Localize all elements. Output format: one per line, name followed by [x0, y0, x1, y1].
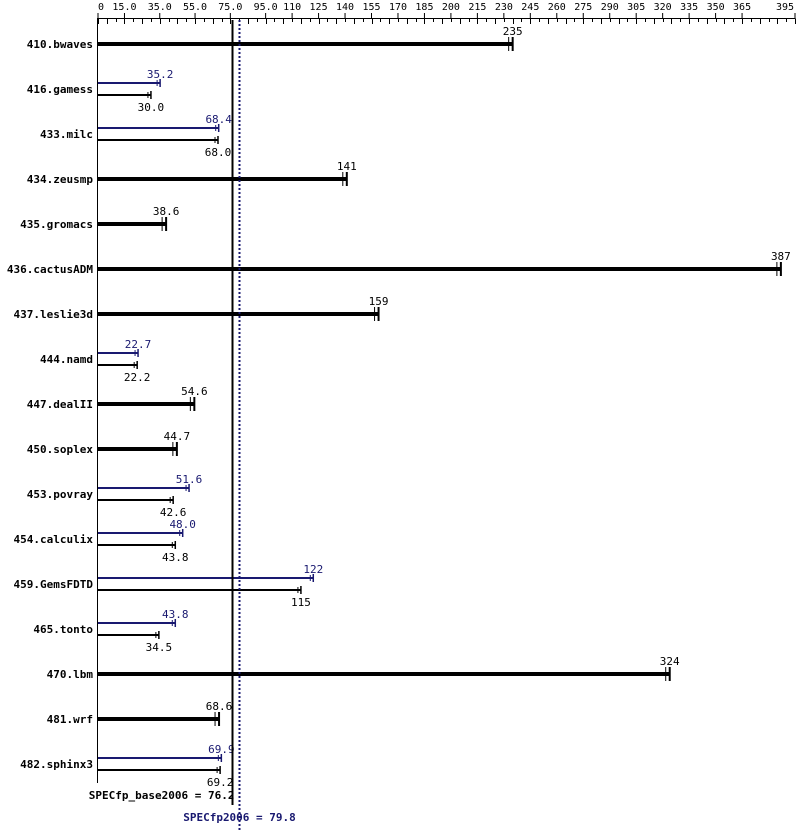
x-tick-label: 110 — [283, 2, 301, 13]
x-tick-label: 290 — [601, 2, 619, 13]
benchmark-name: 437.leslie3d — [14, 308, 93, 321]
base-bar — [98, 672, 670, 676]
base-value-label: 159 — [369, 295, 389, 308]
x-tick-label: 245 — [521, 2, 539, 13]
base-bar — [98, 222, 167, 226]
x-tick-label: 35.0 — [148, 2, 172, 13]
x-tick-label: 365 — [733, 2, 751, 13]
peak-mean-label: SPECfp2006 = 79.8 — [183, 811, 296, 824]
benchmark-row: 454.calculix 48.0 43.8 — [14, 518, 196, 564]
benchmark-name: 444.namd — [40, 353, 93, 366]
peak-value-label: 68.4 — [205, 113, 232, 126]
benchmark-name: 434.zeusmp — [27, 173, 94, 186]
base-value-label: 42.6 — [160, 506, 187, 519]
x-tick-label: 215 — [468, 2, 486, 13]
x-tick-label: 230 — [495, 2, 513, 13]
benchmark-row: 416.gamess 35.2 30.0 — [27, 68, 174, 114]
benchmark-row: 435.gromacs 38.6 — [20, 205, 179, 231]
base-bar — [98, 312, 379, 316]
benchmark-row: 465.tonto 43.8 34.5 — [33, 608, 188, 654]
benchmark-row: 410.bwaves 235 — [27, 25, 523, 51]
base-value-label: 324 — [660, 655, 680, 668]
benchmark-row: 434.zeusmp 141 — [27, 160, 357, 186]
base-value-label: 38.6 — [153, 205, 180, 218]
benchmark-name: 447.dealII — [27, 398, 93, 411]
x-tick-label: 75.0 — [218, 2, 242, 13]
x-tick-label: 155 — [362, 2, 380, 13]
base-value-label: 235 — [503, 25, 523, 38]
benchmark-row: 482.sphinx3 69.9 69.2 — [20, 743, 234, 789]
benchmark-name: 454.calculix — [14, 533, 94, 546]
peak-value-label: 51.6 — [176, 473, 203, 486]
base-value-label: 43.8 — [162, 551, 189, 564]
base-value-label: 54.6 — [181, 385, 208, 398]
base-bar — [98, 42, 513, 46]
base-value-label: 44.7 — [164, 430, 191, 443]
base-bar — [98, 402, 195, 406]
benchmark-name: 459.GemsFDTD — [14, 578, 94, 591]
benchmark-row: 433.milc 68.4 68.0 — [40, 113, 232, 159]
x-tick-label: 140 — [336, 2, 354, 13]
benchmark-row: 436.cactusADM 387 — [7, 250, 791, 276]
benchmark-name: 435.gromacs — [20, 218, 93, 231]
x-tick-label: 275 — [574, 2, 592, 13]
x-tick-label: 200 — [442, 2, 460, 13]
x-tick-label: 95.0 — [254, 2, 278, 13]
x-tick-label: 0 — [98, 2, 104, 13]
base-value-label: 68.6 — [206, 700, 233, 713]
benchmark-row: 453.povray 51.6 42.6 — [27, 473, 203, 519]
benchmark-name: 465.tonto — [33, 623, 93, 636]
base-bar — [98, 717, 220, 721]
benchmark-name: 450.soplex — [27, 443, 94, 456]
benchmark-name: 453.povray — [27, 488, 94, 501]
x-tick-label: 305 — [627, 2, 645, 13]
peak-value-label: 43.8 — [162, 608, 189, 621]
base-value-label: 30.0 — [138, 101, 165, 114]
peak-value-label: 48.0 — [169, 518, 196, 531]
x-tick-label: 55.0 — [183, 2, 207, 13]
benchmark-row: 444.namd 22.7 22.2 — [40, 338, 151, 384]
x-tick-label: 395 — [776, 2, 794, 13]
benchmark-name: 470.lbm — [47, 668, 94, 681]
peak-value-label: 122 — [303, 563, 323, 576]
base-value-label: 34.5 — [146, 641, 173, 654]
benchmark-row: 450.soplex 44.7 — [27, 430, 190, 456]
base-value-label: 115 — [291, 596, 311, 609]
x-tick-label: 15.0 — [112, 2, 136, 13]
base-mean-label: SPECfp_base2006 = 76.2 — [89, 789, 235, 802]
x-axis: 0 15.0 35.0 55.0 75.0 95.0 110 125 140 155 170 185 2… — [97, 2, 796, 783]
x-tick-label: 125 — [310, 2, 328, 13]
benchmark-name: 410.bwaves — [27, 38, 93, 51]
base-value-label: 68.0 — [205, 146, 232, 159]
x-tick-label: 170 — [389, 2, 407, 13]
x-tick-label: 335 — [680, 2, 698, 13]
benchmark-name: 436.cactusADM — [7, 263, 93, 276]
base-value-label: 22.2 — [124, 371, 151, 384]
benchmark-row: 470.lbm 324 — [47, 655, 680, 681]
peak-value-label: 35.2 — [147, 68, 174, 81]
x-tick-label: 185 — [415, 2, 433, 13]
benchmark-row: 447.dealII 54.6 — [27, 385, 208, 411]
base-value-label: 387 — [771, 250, 791, 263]
peak-value-label: 69.9 — [208, 743, 235, 756]
benchmark-name: 433.milc — [40, 128, 93, 141]
base-value-label: 69.2 — [207, 776, 234, 789]
benchmark-row: 481.wrf 68.6 — [47, 700, 233, 726]
base-bar — [98, 267, 781, 271]
base-bar — [98, 447, 177, 451]
x-tick-label: 350 — [707, 2, 725, 13]
bars: 410.bwaves 235 416.gamess 35.2 30.0 433.milc 6… — [7, 25, 791, 789]
benchmark-row: 437.leslie3d 159 — [14, 295, 389, 321]
peak-value-label: 22.7 — [125, 338, 152, 351]
reference-lines: SPECfp_base2006 = 76.2 SPECfp2006 = 79.8 — [89, 20, 296, 831]
benchmark-row: 459.GemsFDTD 122 115 — [14, 563, 324, 609]
benchmark-name: 481.wrf — [47, 713, 93, 726]
base-value-label: 141 — [337, 160, 357, 173]
benchmark-name: 482.sphinx3 — [20, 758, 93, 771]
x-tick-label: 320 — [654, 2, 672, 13]
base-bar — [98, 177, 347, 181]
benchmark-name: 416.gamess — [27, 83, 93, 96]
x-tick-label: 260 — [548, 2, 566, 13]
